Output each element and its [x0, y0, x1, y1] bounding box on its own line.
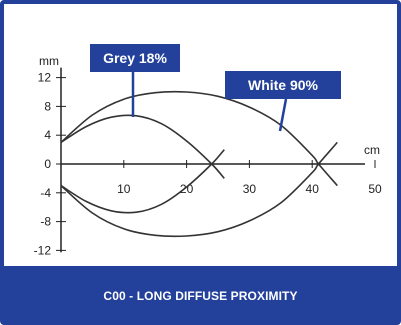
legend-label-grey-18: Grey 18% [103, 50, 167, 66]
x-tick-label: 30 [243, 182, 257, 196]
y-tick-label: 8 [44, 99, 51, 113]
x-tick-label: 20 [180, 182, 194, 196]
y-tick-label: 0 [44, 157, 51, 171]
y-tick-label: 4 [44, 128, 51, 142]
y-tick-label: 12 [38, 71, 52, 85]
x-tick-label: 50 [368, 182, 382, 196]
chart-area: 12 8 4 0 -4 -8 -12 10 20 30 40 50 mm cm Grey 18% White… [4, 4, 397, 266]
curve-white-90-lower [60, 141, 338, 238]
footer-banner: C00 - LONG DIFFUSE PROXIMITY [4, 266, 397, 321]
footer-title: C00 - LONG DIFFUSE PROXIMITY [103, 288, 298, 303]
x-tick-label: 40 [306, 182, 320, 196]
curve-grey-18-lower [60, 149, 225, 214]
legend-box-white-90 [225, 71, 341, 99]
y-axis-unit: mm [39, 54, 59, 68]
legend-box-grey-18 [90, 44, 180, 72]
y-tick-label: -4 [40, 186, 51, 200]
y-tick-label: -12 [34, 243, 52, 257]
legend-leader-white-90 [278, 98, 288, 132]
curve-white-90-upper [60, 90, 338, 187]
x-tick-label: 10 [117, 182, 131, 196]
legend-label-white-90: White 90% [248, 77, 319, 93]
curve-grey-18-upper [60, 114, 225, 179]
x-axis-unit: cm [364, 143, 380, 157]
y-tick-label: -8 [40, 215, 51, 229]
